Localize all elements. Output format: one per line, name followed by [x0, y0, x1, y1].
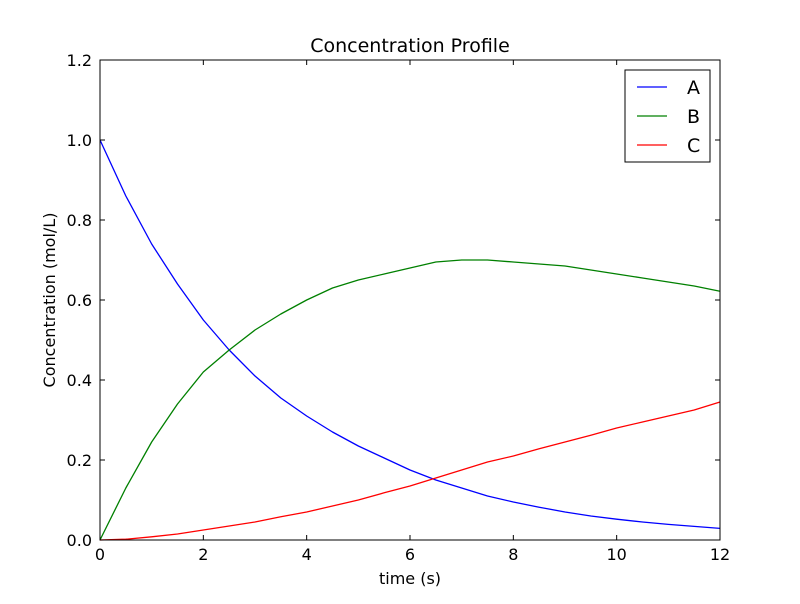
- x-tick-label: 0: [95, 545, 105, 564]
- y-tick-label: 1.0: [67, 131, 92, 150]
- series-layer: [99, 139, 721, 541]
- y-tick-label: 0.0: [67, 531, 92, 550]
- legend-label-a: A: [687, 77, 700, 99]
- x-tick-label: 8: [508, 545, 518, 564]
- x-axis-label: time (s): [379, 569, 441, 588]
- legend-label-b: B: [687, 106, 700, 128]
- legend-label-c: C: [687, 135, 700, 157]
- y-tick-label: 0.6: [67, 291, 92, 310]
- y-tick-label: 0.2: [67, 451, 92, 470]
- x-tick-label: 2: [198, 545, 208, 564]
- legend-entries: ABC: [637, 77, 700, 157]
- y-tick-label: 0.4: [67, 371, 92, 390]
- y-axis-label: Concentration (mol/L): [40, 213, 59, 388]
- series-line-c: [99, 401, 721, 541]
- x-tick-label: 6: [405, 545, 415, 564]
- x-tick-label: 4: [302, 545, 312, 564]
- y-tick-label: 0.8: [67, 211, 92, 230]
- y-tick-label: 1.2: [67, 51, 92, 70]
- x-tick-label: 10: [606, 545, 626, 564]
- ticks-layer: 0 2 4 6 8 10 12 0.0 0.2 0.4 0.6 0.8 1.0 1.2: [67, 51, 731, 564]
- legend: ABC: [624, 69, 711, 163]
- chart-title: Concentration Profile: [310, 35, 510, 57]
- x-tick-label: 12: [710, 545, 730, 564]
- series-line-a: [99, 139, 721, 530]
- series-line-b: [99, 259, 721, 541]
